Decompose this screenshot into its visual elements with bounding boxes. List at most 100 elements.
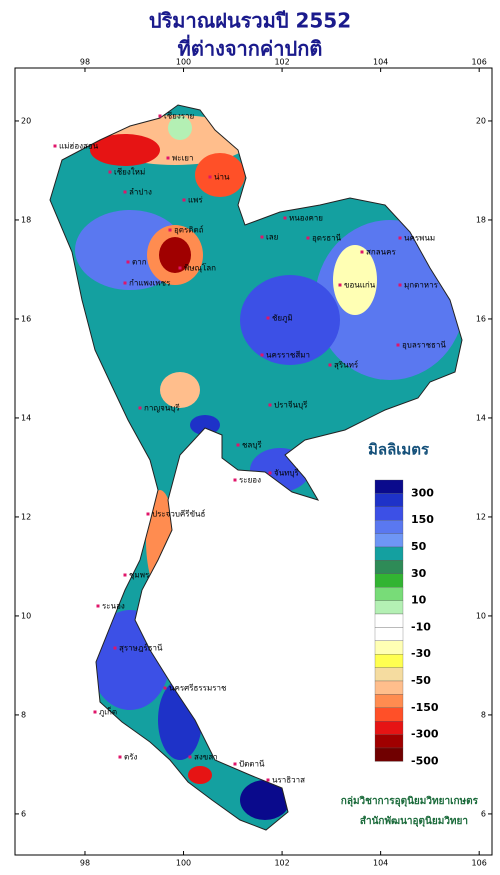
lat-tick-label: 12 (21, 512, 31, 521)
lon-tick-label: 98 (80, 58, 90, 67)
province-marker (396, 343, 400, 347)
lon-tick-label: 106 (472, 58, 487, 67)
province-label: เชียงใหม่ (114, 168, 145, 177)
province-marker (126, 260, 130, 264)
province-label: นราธิวาส (272, 776, 305, 785)
province-label: ลำปาง (129, 188, 152, 197)
province-label: ปัตตานี (239, 760, 265, 769)
lon-tick-label: 104 (373, 859, 388, 868)
province-label: สงขลา (194, 753, 218, 762)
legend-label: -500 (411, 754, 439, 767)
province-marker (260, 353, 264, 357)
province-label: น่าน (214, 173, 230, 182)
legend-title: มิลลิเมตร (368, 441, 430, 459)
legend-swatch (374, 707, 404, 722)
lon-tick-label: 100 (176, 859, 191, 868)
province-label: กำแพงเพชร (129, 279, 171, 288)
province-label: ชลบุรี (242, 441, 262, 450)
lat-tick-label: 16 (476, 314, 486, 323)
legend-swatch (374, 506, 404, 521)
lat-tick-label: 12 (476, 512, 486, 521)
anomaly-area (90, 134, 160, 166)
legend-label: -300 (411, 728, 439, 741)
province-label: อุดรธานี (312, 234, 342, 243)
province-marker (123, 573, 127, 577)
province-label: ชัยภูมิ (272, 314, 293, 324)
province-label: เชียงราย (164, 112, 194, 121)
legend-label: 10 (411, 594, 427, 607)
province-marker (360, 250, 364, 254)
province-label: หนองคาย (289, 214, 323, 223)
province-label: ขอนแก่น (344, 281, 376, 290)
province-marker (306, 236, 310, 240)
province-marker (233, 478, 237, 482)
province-marker (398, 283, 402, 287)
province-label: พะเยา (172, 154, 193, 163)
province-label: ปราจีนบุรี (274, 401, 308, 410)
legend-swatch (374, 520, 404, 534)
province-marker (123, 281, 127, 285)
province-label: ตรัง (124, 753, 137, 762)
province-marker (260, 235, 264, 239)
legend-swatch (374, 560, 404, 574)
legend-swatch (374, 680, 404, 695)
legend-swatch (374, 546, 404, 561)
anomaly-area (190, 415, 220, 435)
lon-tick-label: 104 (373, 58, 388, 67)
legend-swatch (374, 493, 404, 507)
anomaly-area (159, 237, 191, 273)
lat-tick-label: 20 (476, 116, 486, 125)
lon-tick-label: 102 (274, 58, 289, 67)
legend-label: -50 (411, 674, 431, 687)
province-marker (93, 710, 97, 714)
legend-label: -30 (411, 647, 431, 660)
province-label: แพร่ (188, 196, 203, 205)
legend-swatch (374, 747, 404, 762)
legend-swatch (374, 640, 404, 655)
province-label: ชุมพร (129, 571, 150, 580)
legend-swatch (374, 613, 404, 628)
province-marker (146, 512, 150, 516)
province-label: ระนอง (102, 602, 125, 611)
province-label: นครศรีธรรมราช (169, 684, 227, 693)
legend-label: 300 (411, 486, 434, 499)
anomaly-area (240, 275, 340, 365)
lon-tick-label: 100 (176, 58, 191, 67)
province-marker (118, 755, 122, 759)
province-marker (113, 646, 117, 650)
province-marker (268, 471, 272, 475)
anomaly-area (333, 245, 377, 315)
province-marker (233, 762, 237, 766)
lat-tick-label: 20 (21, 116, 31, 125)
province-marker (53, 144, 57, 148)
province-label: สุรินทร์ (334, 360, 359, 370)
legend-swatch (374, 667, 404, 682)
lat-tick-label: 6 (481, 809, 486, 818)
legend-swatch (374, 587, 404, 601)
legend-label: 30 (411, 567, 427, 580)
lat-tick-label: 8 (481, 710, 486, 719)
province-marker (158, 114, 162, 118)
legend-swatch (374, 694, 404, 708)
province-marker (338, 283, 342, 287)
province-label: สุราษฎร์ธานี (119, 643, 163, 653)
lon-tick-label: 102 (274, 859, 289, 868)
lon-tick-label: 106 (472, 859, 487, 868)
legend-swatch (374, 479, 404, 494)
legend-swatch (374, 734, 404, 749)
lat-tick-label: 8 (21, 710, 26, 719)
province-label: นครพนม (404, 234, 435, 243)
lat-tick-label: 10 (476, 611, 486, 620)
province-marker (328, 363, 332, 367)
province-label: สกลนคร (366, 248, 396, 257)
province-label: พิษณุโลก (184, 263, 216, 273)
province-marker (208, 175, 212, 179)
title-line-2: ที่ต่างจากค่าปกติ (178, 34, 323, 61)
province-label: ประจวบคีรีขันธ์ (152, 509, 206, 519)
legend-label: -150 (411, 701, 439, 714)
legend-swatch (374, 533, 404, 548)
legend-swatch (374, 627, 404, 641)
province-marker (398, 236, 402, 240)
